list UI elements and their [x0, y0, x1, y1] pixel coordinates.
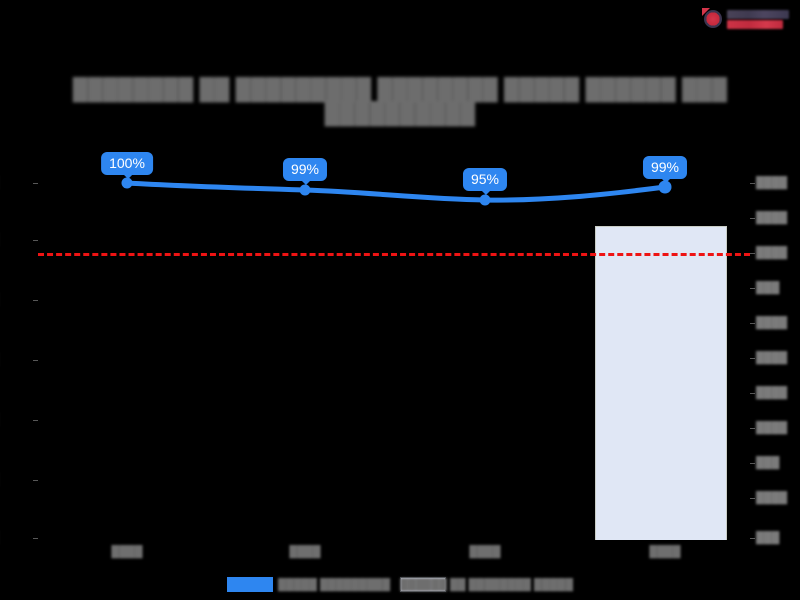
logo-ring-icon: [704, 10, 722, 28]
logo-wordmark-line-2: ███████: [727, 19, 783, 29]
x-axis-tick-label: ████: [289, 546, 321, 558]
x-axis-tick-label: ████: [649, 546, 681, 558]
y-axis-right-tick-label: ████: [756, 352, 788, 364]
data-point-marker[interactable]: [479, 194, 491, 206]
y-axis-right-tick-label: ███: [756, 457, 780, 469]
axis-tick: [750, 253, 755, 254]
bar-series-column[interactable]: [595, 226, 727, 540]
axis-tick: [750, 183, 755, 184]
y-axis-right-tick-label: ████: [756, 492, 788, 504]
data-point-marker[interactable]: [658, 180, 672, 194]
plot-area: 100% 99% 95% 99% ████ ████ ███ █ ██ █ ██ █…: [33, 150, 787, 558]
logo-wordmark: ████████ ███████: [727, 9, 789, 29]
x-axis-tick-label: ████: [111, 546, 143, 558]
data-label-callout: 95%: [462, 168, 508, 196]
y-axis-right-tick-label: ████: [756, 212, 788, 224]
x-axis-tick-label: ████: [469, 546, 501, 558]
axis-tick: [750, 218, 755, 219]
y-axis-right-tick-label: ███: [756, 282, 780, 294]
data-label-callout: 100%: [101, 152, 153, 180]
legend-label: ██████ ██ ████████ █████: [400, 578, 573, 591]
y-axis-right-tick-label: ████: [756, 387, 788, 399]
legend-label: █████ █████████: [277, 578, 391, 591]
axis-tick: [750, 538, 755, 539]
line-series: [121, 177, 672, 206]
data-label-callout: 99%: [642, 156, 688, 184]
data-point-marker[interactable]: [121, 177, 133, 189]
data-point-marker[interactable]: [299, 184, 311, 196]
y-axis-right-tick-label: ████: [756, 317, 788, 329]
line-series-path: [124, 180, 668, 203]
legend-swatch-icon: [400, 577, 447, 592]
axis-tick: [750, 428, 755, 429]
y-axis-right-tick-label: ████: [756, 177, 788, 189]
y-axis-right-tick-label: ███: [756, 532, 780, 544]
legend-item-bar-series[interactable]: ██████ ██ ████████ █████: [400, 577, 573, 592]
axis-tick: [33, 360, 38, 361]
axis-tick: [750, 498, 755, 499]
axis-tick: [33, 480, 38, 481]
y-axis-right-tick-label: ████: [756, 247, 788, 259]
chart-title: ████████ ██ █████████ ████████ █████ ███…: [72, 78, 728, 125]
axis-tick: [33, 538, 38, 539]
axis-tick: [750, 393, 755, 394]
data-label-callout: 99%: [282, 158, 328, 186]
legend-swatch-icon: [226, 577, 273, 592]
threshold-reference-line: [38, 253, 750, 256]
legend-item-line-series[interactable]: █████ █████████: [226, 577, 391, 592]
brand-logo: ████████ ███████: [702, 4, 794, 34]
y-axis-right-tick-label: ████: [756, 422, 788, 434]
axis-tick: [750, 288, 755, 289]
axis-tick: [750, 358, 755, 359]
chart-legend: █████ █████████ ██████ ██ ████████ █████: [0, 577, 800, 592]
axis-tick: [33, 300, 38, 301]
axis-tick: [33, 420, 38, 421]
axis-tick: [33, 240, 38, 241]
axis-tick: [750, 323, 755, 324]
logo-wordmark-line-1: ████████: [727, 9, 789, 19]
axis-tick: [750, 463, 755, 464]
axis-tick: [33, 183, 38, 184]
target-circle-icon: [702, 8, 724, 30]
